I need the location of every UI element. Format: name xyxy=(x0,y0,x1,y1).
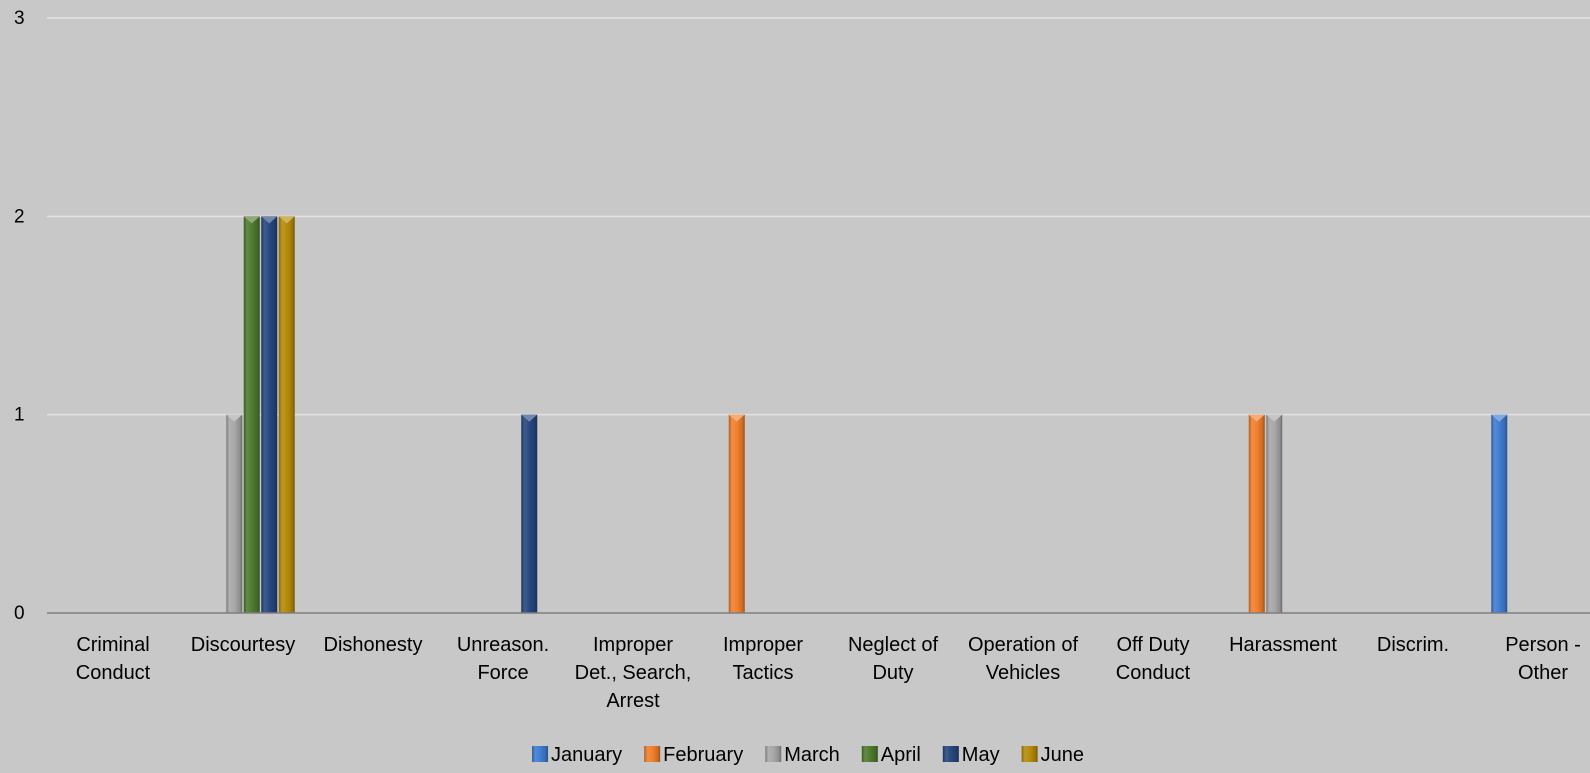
legend-label: April xyxy=(881,744,921,766)
y-tick-label: 0 xyxy=(14,603,25,624)
bar xyxy=(243,216,260,614)
legend-item: May xyxy=(942,744,1000,766)
y-tick-label: 2 xyxy=(14,206,25,227)
legend-swatch xyxy=(861,746,878,762)
bar xyxy=(278,216,295,614)
x-axis-labels: Criminal Conduct Discourtesy Dishonesty Unre… xyxy=(76,634,1581,712)
legend-label: May xyxy=(962,744,1000,766)
bar xyxy=(261,216,278,614)
x-tick-label: Dishonesty xyxy=(324,634,423,656)
legend-swatch xyxy=(644,746,661,762)
legend-item: March xyxy=(765,744,840,766)
x-tick-label: Improper Tactics xyxy=(723,634,803,684)
x-tick-label: Unreason. Force xyxy=(457,634,549,684)
x-tick-label: Off Duty Conduct xyxy=(1116,634,1191,684)
legend: January February March April May June xyxy=(532,744,1084,766)
legend-label: January xyxy=(551,744,622,766)
bar xyxy=(226,414,243,613)
legend-item: February xyxy=(644,744,743,766)
x-tick-label: Criminal Conduct xyxy=(76,634,151,684)
gridlines xyxy=(47,17,1590,416)
bar xyxy=(728,414,745,613)
bar xyxy=(1491,414,1508,613)
legend-label: June xyxy=(1041,744,1084,766)
legend-swatch xyxy=(532,746,549,762)
x-tick-label: Operation of Vehicles xyxy=(968,634,1079,684)
y-axis-ticks: 0 1 2 3 xyxy=(14,8,25,624)
x-tick-label: Discourtesy xyxy=(191,634,295,656)
x-tick-label: Harassment xyxy=(1229,634,1337,656)
legend-item: April xyxy=(861,744,921,766)
legend-swatch xyxy=(1021,746,1038,762)
bar xyxy=(521,414,538,613)
legend-swatch xyxy=(765,746,782,762)
y-tick-label: 1 xyxy=(14,405,25,426)
x-tick-label: Neglect of Duty xyxy=(848,634,938,684)
legend-swatch xyxy=(942,746,959,762)
legend-item: June xyxy=(1021,744,1084,766)
legend-item: January xyxy=(532,744,622,766)
legend-label: February xyxy=(663,744,743,766)
y-tick-label: 3 xyxy=(14,8,25,29)
x-tick-label: Person -Other xyxy=(1505,634,1581,684)
x-tick-label: Discrim. xyxy=(1377,634,1449,656)
bar xyxy=(1248,414,1265,613)
legend-label: March xyxy=(784,744,840,766)
x-tick-label: Improper Det., Search, Arrest xyxy=(575,634,692,712)
bar xyxy=(1266,414,1283,613)
bars xyxy=(226,216,1508,614)
